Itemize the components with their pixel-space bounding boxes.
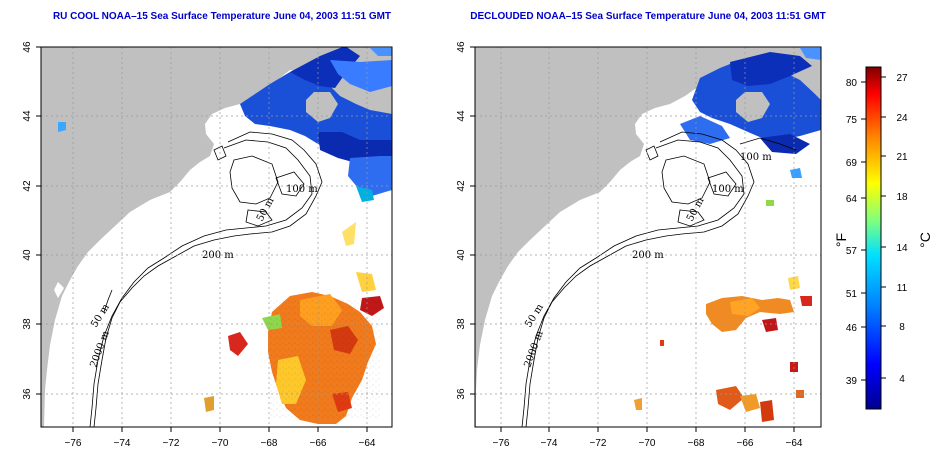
map-frame xyxy=(40,46,393,428)
fahrenheit-tick-label: 64 xyxy=(846,194,858,205)
celsius-tick-label: 11 xyxy=(897,283,908,294)
contour-label: 100 m xyxy=(740,152,772,163)
fahrenheit-tick-label: 46 xyxy=(846,323,858,334)
contour-label: 100 m xyxy=(286,184,318,195)
x-tick-labels: −76 −74 −72 −70 −68 −66 −64 xyxy=(493,438,803,449)
panel-right: DECLOUDED NOAA–15 Sea Surface Temperatur… xyxy=(456,11,826,449)
celsius-tick-label: 8 xyxy=(899,322,905,333)
x-tick-label: −66 xyxy=(310,438,327,449)
x-tick-labels: −76 −74 −72 −70 −68 −66 −64 xyxy=(65,438,376,449)
map-frame xyxy=(474,46,822,428)
celsius-tick-label: 21 xyxy=(896,152,908,163)
panel-left: RU COOL NOAA–15 Sea Surface Temperature … xyxy=(22,11,393,449)
x-tick-label: −66 xyxy=(737,438,754,449)
fahrenheit-tick-label: 80 xyxy=(846,78,858,89)
celsius-tick-label: 14 xyxy=(896,243,908,254)
y-tick-label: 40 xyxy=(22,249,33,261)
x-tick-label: −64 xyxy=(359,438,376,449)
contour-label: 200 m xyxy=(202,250,234,261)
y-tick-label: 38 xyxy=(456,318,467,330)
fahrenheit-unit-label: °F xyxy=(833,233,849,247)
grid-lines xyxy=(475,47,821,427)
fahrenheit-tick-label: 69 xyxy=(846,158,858,169)
grid-lines xyxy=(41,47,392,427)
x-tick-label: −72 xyxy=(163,438,180,449)
y-tick-label: 38 xyxy=(22,318,33,330)
celsius-tick-label: 4 xyxy=(899,374,905,385)
panel-right-map xyxy=(475,47,821,427)
x-tick-label: −74 xyxy=(114,438,131,449)
panel-left-title: RU COOL NOAA–15 Sea Surface Temperature … xyxy=(53,11,391,22)
x-tick-label: −76 xyxy=(493,438,510,449)
contour-label: 100 m xyxy=(712,184,744,195)
x-tick-label: −70 xyxy=(212,438,229,449)
fahrenheit-tick-label: 39 xyxy=(846,376,858,387)
y-tick-label: 46 xyxy=(456,41,467,53)
y-tick-label: 42 xyxy=(22,180,33,192)
colorbar: 39 46 51 57 64 69 75 80 4 8 11 14 18 21 … xyxy=(833,66,933,410)
x-tick-label: −68 xyxy=(688,438,705,449)
panel-left-map xyxy=(41,47,392,427)
x-tick-label: −70 xyxy=(639,438,656,449)
colorbar-gradient xyxy=(865,66,882,410)
y-tick-label: 44 xyxy=(22,110,33,122)
celsius-tick-label: 27 xyxy=(896,73,908,84)
fahrenheit-tick-label: 57 xyxy=(846,246,858,257)
y-tick-labels: 36 38 40 42 44 46 xyxy=(22,41,33,400)
y-tick-label: 46 xyxy=(22,41,33,53)
panel-right-title: DECLOUDED NOAA–15 Sea Surface Temperatur… xyxy=(470,11,826,22)
land-mass xyxy=(475,47,821,427)
bathymetry-contours xyxy=(89,131,323,427)
x-tick-label: −74 xyxy=(541,438,558,449)
x-tick-label: −68 xyxy=(261,438,278,449)
celsius-ticks: 4 8 11 14 18 21 24 27 xyxy=(896,73,908,385)
fahrenheit-ticks: 39 46 51 57 64 69 75 80 xyxy=(846,78,858,387)
y-tick-label: 44 xyxy=(456,110,467,122)
x-tick-label: −76 xyxy=(65,438,82,449)
celsius-tick-label: 24 xyxy=(896,113,908,124)
land-mass xyxy=(41,47,392,427)
y-tick-label: 36 xyxy=(22,388,33,400)
fahrenheit-tick-label: 75 xyxy=(846,115,858,126)
contour-label: 200 m xyxy=(632,250,664,261)
celsius-tick-label: 18 xyxy=(896,192,908,203)
x-tick-label: −72 xyxy=(590,438,607,449)
y-tick-label: 36 xyxy=(456,388,467,400)
x-tick-label: −64 xyxy=(786,438,803,449)
y-tick-label: 40 xyxy=(456,249,467,261)
y-tick-labels: 36 38 40 42 44 46 xyxy=(456,41,467,400)
fahrenheit-tick-label: 51 xyxy=(846,289,858,300)
celsius-unit-label: °C xyxy=(917,232,933,248)
y-tick-label: 42 xyxy=(456,180,467,192)
